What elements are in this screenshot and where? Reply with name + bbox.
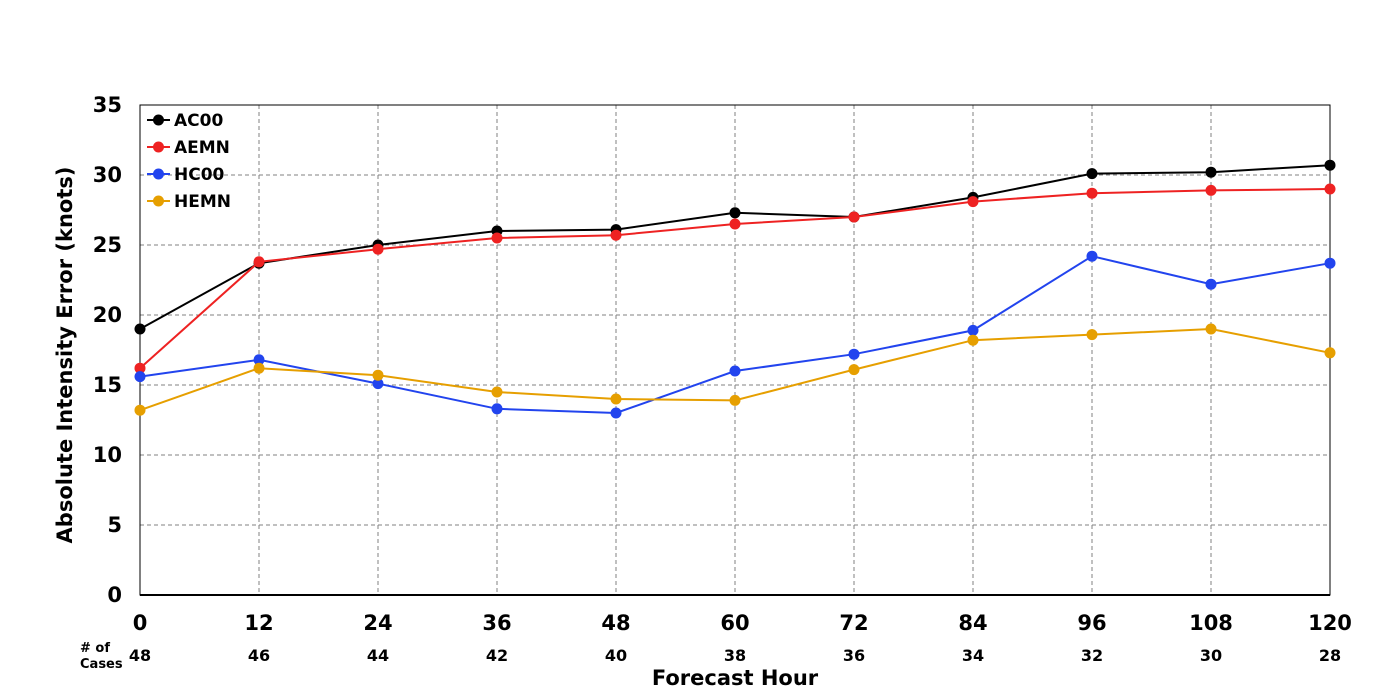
x-tick-label: 84 [958,611,987,635]
series-aemn [134,183,1336,374]
series-line [139,255,1331,415]
y-axis-title: Absolute Intensity Error (knots) [53,167,77,544]
legend-item-aemn: AEMN [147,138,230,158]
data-point [134,371,146,383]
data-point [253,354,265,366]
grid [140,105,1330,595]
legend-item-ac00: AC00 [147,111,223,131]
y-tick-label: 5 [107,513,122,537]
x-axis-title: Forecast Hour [652,666,819,690]
y-tick-label: 25 [93,233,122,257]
x-tick-label: 0 [133,611,148,635]
y-tick-labels: 0 5 10 15 20 25 30 35 [93,93,122,607]
data-point [729,365,741,377]
data-point [1086,187,1098,199]
legend-label: AC00 [174,111,223,131]
data-point [253,256,265,268]
data-point [610,393,622,405]
case-count-label: 42 [486,646,508,665]
legend-swatch-marker [153,114,164,126]
legend-swatch-marker [153,168,164,180]
x-tick-label: 48 [601,611,630,635]
x-tick-label: 108 [1189,611,1233,635]
cases-header-line2: Cases [80,657,123,672]
series-hemn [134,323,1336,416]
data-point [1086,250,1098,262]
y-tick-label: 15 [93,373,122,397]
data-point [848,348,860,360]
data-point [134,362,146,374]
data-point [729,207,741,219]
data-point [491,386,503,398]
series-layer [134,159,1336,419]
data-point [1324,183,1336,195]
x-tick-labels: 0 12 24 36 48 60 72 84 96 108 120 [133,611,1352,635]
case-count-label: 30 [1200,646,1222,665]
legend-item-hc00: HC00 [147,165,225,185]
x-tick-label: 36 [482,611,511,635]
case-count-label: 28 [1319,646,1341,665]
data-point [1205,166,1217,178]
data-point [1324,159,1336,171]
data-point [610,229,622,241]
series-hc00 [134,250,1336,419]
case-count-label: 38 [724,646,746,665]
legend-label: HC00 [174,165,225,185]
data-point [729,218,741,230]
data-point [848,211,860,223]
data-point [729,394,741,406]
data-point [134,404,146,416]
x-tick-label: 24 [363,611,392,635]
y-tick-label: 10 [93,443,122,467]
legend-swatch-marker [153,141,164,153]
data-point [1086,329,1098,341]
legend-item-hemn: HEMN [147,192,231,212]
data-point [134,323,146,335]
data-point [967,324,979,336]
data-point [1086,168,1098,180]
x-tick-label: 60 [720,611,749,635]
data-point [1205,278,1217,290]
case-count-label: 40 [605,646,627,665]
data-point [1324,257,1336,269]
data-point [372,243,384,255]
case-count-label: 46 [248,646,270,665]
data-point [372,369,384,381]
data-point [967,334,979,346]
data-point [1324,347,1336,359]
data-point [491,403,503,415]
x-tick-label: 72 [839,611,868,635]
x-tick-label: 96 [1077,611,1106,635]
data-point [372,378,384,390]
case-count-label: 48 [129,646,151,665]
data-point [1205,184,1217,196]
legend: AC00 AEMN HC00 HEMN [147,111,231,212]
data-point [610,407,622,419]
y-tick-label: 0 [107,583,122,607]
case-count-label: 34 [962,646,984,665]
case-count-label: 32 [1081,646,1103,665]
y-tick-label: 35 [93,93,122,117]
x-tick-label: 120 [1308,611,1352,635]
legend-label: AEMN [174,138,230,158]
y-tick-label: 20 [93,303,122,327]
x-tick-label: 12 [244,611,273,635]
legend-label: HEMN [174,192,231,212]
data-point [848,364,860,376]
data-point [967,196,979,208]
case-count-label: 44 [367,646,389,665]
cases-header-line1: # of [80,641,110,656]
legend-swatch-marker [153,195,164,207]
y-tick-label: 30 [93,163,122,187]
data-point [491,232,503,244]
data-point [1205,323,1217,335]
case-count-label: 36 [843,646,865,665]
case-count-labels: 48 46 44 42 40 38 36 34 32 30 28 [129,646,1341,665]
data-point [253,362,265,374]
